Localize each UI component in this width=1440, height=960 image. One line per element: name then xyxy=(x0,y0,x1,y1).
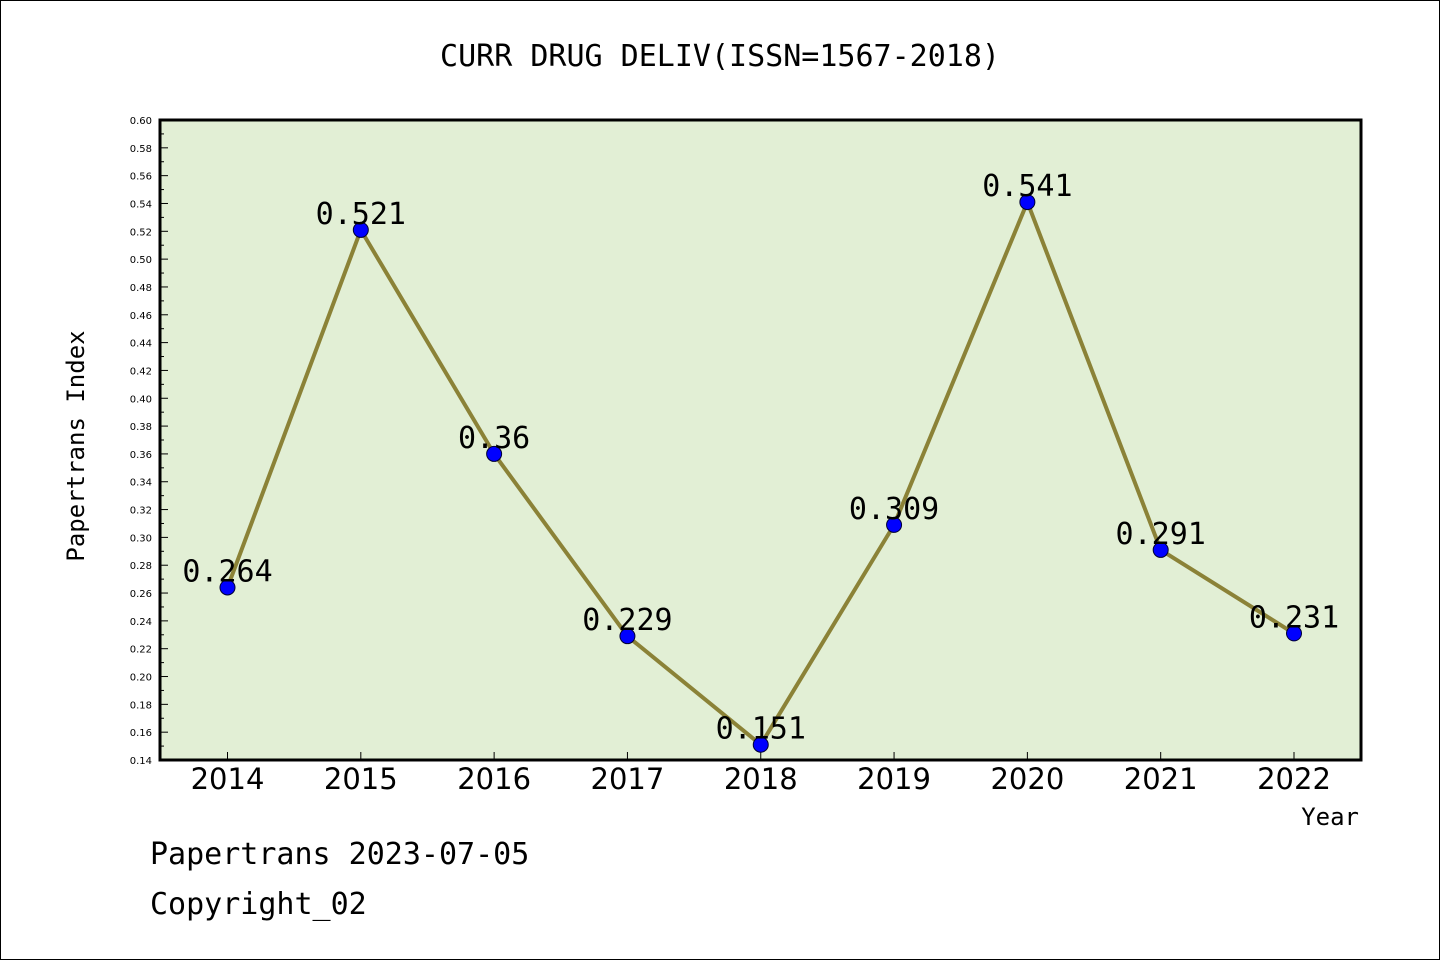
data-point xyxy=(219,579,236,596)
data-label: 0.264 xyxy=(182,554,272,589)
footer-copyright: Copyright_02 xyxy=(150,887,367,922)
y-tick-label: 0.56 xyxy=(130,172,152,183)
data-point xyxy=(1286,625,1302,642)
y-tick-label: 0.44 xyxy=(130,339,152,350)
y-tick-label: 0.54 xyxy=(130,199,152,210)
data-label: 0.229 xyxy=(582,603,672,638)
marker-group xyxy=(219,194,1302,753)
x-tick-label: 2021 xyxy=(1124,762,1198,796)
y-tick-label: 0.24 xyxy=(130,617,152,628)
data-point xyxy=(1019,194,1036,211)
y-tick-label: 0.46 xyxy=(130,311,152,322)
y-axis-label: Papertrans Index xyxy=(62,330,90,561)
data-point xyxy=(886,516,903,533)
y-tick-label: 0.14 xyxy=(130,756,152,767)
y-tick-label: 0.38 xyxy=(130,422,152,433)
data-label-group: 0.264 0.521 0.36 0.229 0.151 0.309 0.541 0.291 0… xyxy=(182,169,1339,747)
data-label: 0.36 xyxy=(458,421,530,456)
y-tick-label: 0.16 xyxy=(130,728,152,739)
x-tick-label: 2019 xyxy=(857,762,931,796)
y-tick-label: 0.42 xyxy=(130,366,152,377)
data-label: 0.231 xyxy=(1249,600,1339,635)
x-tick-label: 2015 xyxy=(324,762,398,796)
y-tick-label: 0.60 xyxy=(130,116,152,127)
y-tick-label: 0.34 xyxy=(130,478,152,489)
data-label: 0.151 xyxy=(716,712,806,747)
data-point xyxy=(352,221,369,238)
x-tick-label: 2020 xyxy=(990,762,1064,796)
y-tick-label: 0.36 xyxy=(130,450,152,461)
footer-date: Papertrans 2023-07-05 xyxy=(150,837,529,872)
y-tick-label: 0.20 xyxy=(130,673,152,684)
y-axis: 0.14 0.16 0.18 0.20 0.22 0.24 0.26 0.28 0.30 0.32… xyxy=(130,116,168,767)
x-tick-label: 2017 xyxy=(591,762,665,796)
data-point xyxy=(752,736,769,753)
x-tick-label: 2016 xyxy=(457,762,531,796)
y-tick-label: 0.48 xyxy=(130,283,152,294)
x-axis-label: Year xyxy=(1301,803,1359,831)
chart-title: CURR DRUG DELIV(ISSN=1567-2018) xyxy=(440,39,1000,74)
data-point xyxy=(619,628,636,645)
data-point xyxy=(1152,541,1169,558)
x-tick-label: 2022 xyxy=(1257,762,1331,796)
data-label: 0.291 xyxy=(1116,517,1206,552)
y-tick-label: 0.18 xyxy=(130,700,152,711)
x-tick-label: 2018 xyxy=(724,762,798,796)
data-label: 0.541 xyxy=(982,169,1072,204)
y-tick-label: 0.50 xyxy=(130,255,152,266)
y-tick-label: 0.26 xyxy=(130,589,152,600)
data-label: 0.521 xyxy=(316,197,406,232)
data-label: 0.309 xyxy=(849,492,939,527)
y-tick-label: 0.22 xyxy=(130,645,152,656)
y-tick-label: 0.28 xyxy=(130,561,152,572)
x-axis: 2014 2015 2016 2017 2018 2019 2020 2021 2022 xyxy=(191,752,1331,796)
x-tick-label: 2014 xyxy=(191,762,265,796)
y-tick-label: 0.58 xyxy=(130,144,152,155)
data-point xyxy=(486,445,503,462)
y-tick-label: 0.40 xyxy=(130,394,152,405)
y-tick-label: 0.52 xyxy=(130,227,152,238)
y-tick-label: 0.30 xyxy=(130,533,152,544)
y-tick-label: 0.32 xyxy=(130,506,152,517)
